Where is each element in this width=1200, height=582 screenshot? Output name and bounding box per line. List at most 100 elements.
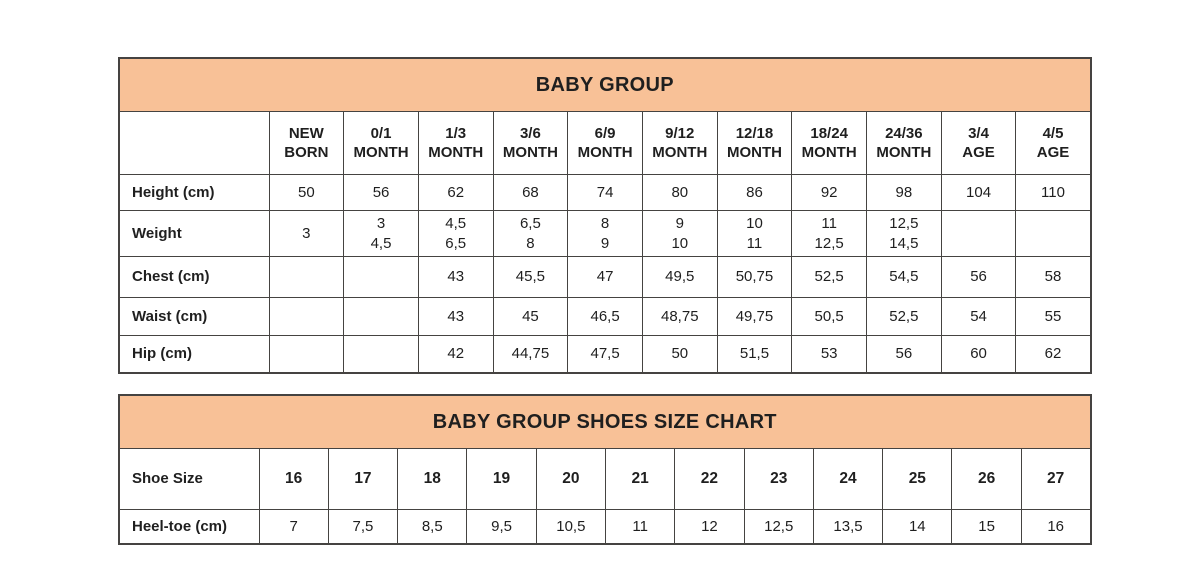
- data-cell: 16: [1020, 509, 1092, 545]
- data-cell: 48,75: [641, 297, 718, 336]
- table-row: Hip (cm) 42 44,75 47,5 50 51,5 53 56 60 62: [118, 335, 1092, 374]
- table-row: Heel-toe (cm) 7 7,5 8,5 9,5 10,5 11 12 12,5 13,5 1…: [118, 509, 1092, 545]
- column-header-cell: 12/18 MONTH: [716, 111, 793, 175]
- data-cell: 11: [604, 509, 676, 545]
- data-cell: [940, 210, 1017, 257]
- column-header-row: NEW BORN 0/1 MONTH 1/3 MONTH 3/6 MONTH 6/9 M…: [118, 111, 1092, 175]
- table-title-row: BABY GROUP SHOES SIZE CHART: [118, 394, 1092, 449]
- data-cell: 24: [812, 448, 884, 510]
- data-cell: 7: [258, 509, 329, 545]
- row-label: Shoe Size: [118, 448, 260, 510]
- row-label: Weight: [118, 210, 270, 257]
- data-cell: 46,5: [567, 297, 643, 336]
- data-cell: 56: [866, 335, 942, 374]
- column-header-cell: 24/36 MONTH: [866, 111, 942, 175]
- data-cell: 54,5: [866, 256, 942, 298]
- data-cell: 50: [268, 174, 345, 211]
- data-cell: 56: [343, 174, 419, 211]
- data-cell: 52,5: [866, 297, 942, 336]
- data-cell: 6,5 8: [492, 210, 569, 257]
- row-label: Waist (cm): [118, 297, 270, 336]
- data-cell: 110: [1015, 174, 1092, 211]
- data-cell: 4,5 6,5: [417, 210, 494, 257]
- data-cell: 13,5: [812, 509, 884, 545]
- data-cell: 98: [866, 174, 942, 211]
- data-cell: 51,5: [716, 335, 793, 374]
- data-cell: 25: [882, 448, 953, 510]
- data-cell: [343, 297, 419, 336]
- data-cell: 17: [327, 448, 399, 510]
- data-cell: 11 12,5: [791, 210, 867, 257]
- data-cell: 49,5: [641, 256, 718, 298]
- data-cell: 74: [567, 174, 643, 211]
- data-cell: 10,5: [535, 509, 606, 545]
- table-row: Shoe Size 16 17 18 19 20 21 22 23 24 25 26 27: [118, 448, 1092, 510]
- size-table-title: BABY GROUP: [118, 57, 1092, 112]
- data-cell: 12: [674, 509, 745, 545]
- data-cell: [268, 335, 345, 374]
- data-cell: 55: [1015, 297, 1092, 336]
- data-cell: 23: [743, 448, 814, 510]
- data-cell: [343, 256, 419, 298]
- data-cell: 62: [1015, 335, 1092, 374]
- column-header-cell: 0/1 MONTH: [343, 111, 419, 175]
- row-label: Height (cm): [118, 174, 270, 211]
- column-header-cell: 3/4 AGE: [940, 111, 1017, 175]
- data-cell: 20: [535, 448, 606, 510]
- data-cell: 8 9: [567, 210, 643, 257]
- data-cell: 45,5: [492, 256, 569, 298]
- data-cell: 50,75: [716, 256, 793, 298]
- data-cell: 9,5: [466, 509, 537, 545]
- data-cell: 43: [417, 256, 494, 298]
- data-cell: 19: [466, 448, 537, 510]
- row-label: Chest (cm): [118, 256, 270, 298]
- data-cell: 92: [791, 174, 867, 211]
- data-cell: 44,75: [492, 335, 569, 374]
- data-cell: 53: [791, 335, 867, 374]
- data-cell: 47,5: [567, 335, 643, 374]
- column-header-cell: 18/24 MONTH: [791, 111, 867, 175]
- data-cell: 60: [940, 335, 1017, 374]
- data-cell: 80: [641, 174, 718, 211]
- data-cell: 26: [951, 448, 1022, 510]
- row-label: Heel-toe (cm): [118, 509, 260, 545]
- data-cell: [1015, 210, 1092, 257]
- column-header-cell: 9/12 MONTH: [641, 111, 718, 175]
- data-cell: 15: [951, 509, 1022, 545]
- data-cell: 3: [268, 210, 345, 257]
- corner-cell: [118, 111, 270, 175]
- data-cell: 9 10: [641, 210, 718, 257]
- data-cell: 104: [940, 174, 1017, 211]
- column-header-cell: 4/5 AGE: [1015, 111, 1092, 175]
- data-cell: 68: [492, 174, 569, 211]
- data-cell: 16: [258, 448, 329, 510]
- data-cell: 8,5: [397, 509, 468, 545]
- data-cell: 56: [940, 256, 1017, 298]
- table-row: Height (cm) 50 56 62 68 74 80 86 92 98 104 110: [118, 174, 1092, 211]
- data-cell: 7,5: [327, 509, 399, 545]
- page: BABY GROUP NEW BORN 0/1 MONTH 1/3 MONTH 3/6…: [118, 57, 1092, 545]
- data-cell: 62: [417, 174, 494, 211]
- data-cell: 12,5: [743, 509, 814, 545]
- table-title-row: BABY GROUP: [118, 57, 1092, 112]
- column-header-cell: 3/6 MONTH: [492, 111, 569, 175]
- data-cell: 43: [417, 297, 494, 336]
- data-cell: 18: [397, 448, 468, 510]
- table-row: Waist (cm) 43 45 46,5 48,75 49,75 50,5 52,5 54 55: [118, 297, 1092, 336]
- shoe-table-title: BABY GROUP SHOES SIZE CHART: [118, 394, 1092, 449]
- baby-group-shoes-table: BABY GROUP SHOES SIZE CHART Shoe Size 16 1…: [118, 394, 1092, 545]
- data-cell: 10 11: [716, 210, 793, 257]
- data-cell: 50: [641, 335, 718, 374]
- data-cell: 21: [604, 448, 676, 510]
- table-row: Chest (cm) 43 45,5 47 49,5 50,75 52,5 54,5 56 58: [118, 256, 1092, 298]
- data-cell: 22: [674, 448, 745, 510]
- baby-group-size-table: BABY GROUP NEW BORN 0/1 MONTH 1/3 MONTH 3/6…: [118, 57, 1092, 374]
- data-cell: 3 4,5: [343, 210, 419, 257]
- column-header-cell: 1/3 MONTH: [417, 111, 494, 175]
- data-cell: 58: [1015, 256, 1092, 298]
- data-cell: 49,75: [716, 297, 793, 336]
- data-cell: 86: [716, 174, 793, 211]
- data-cell: 45: [492, 297, 569, 336]
- row-label: Hip (cm): [118, 335, 270, 374]
